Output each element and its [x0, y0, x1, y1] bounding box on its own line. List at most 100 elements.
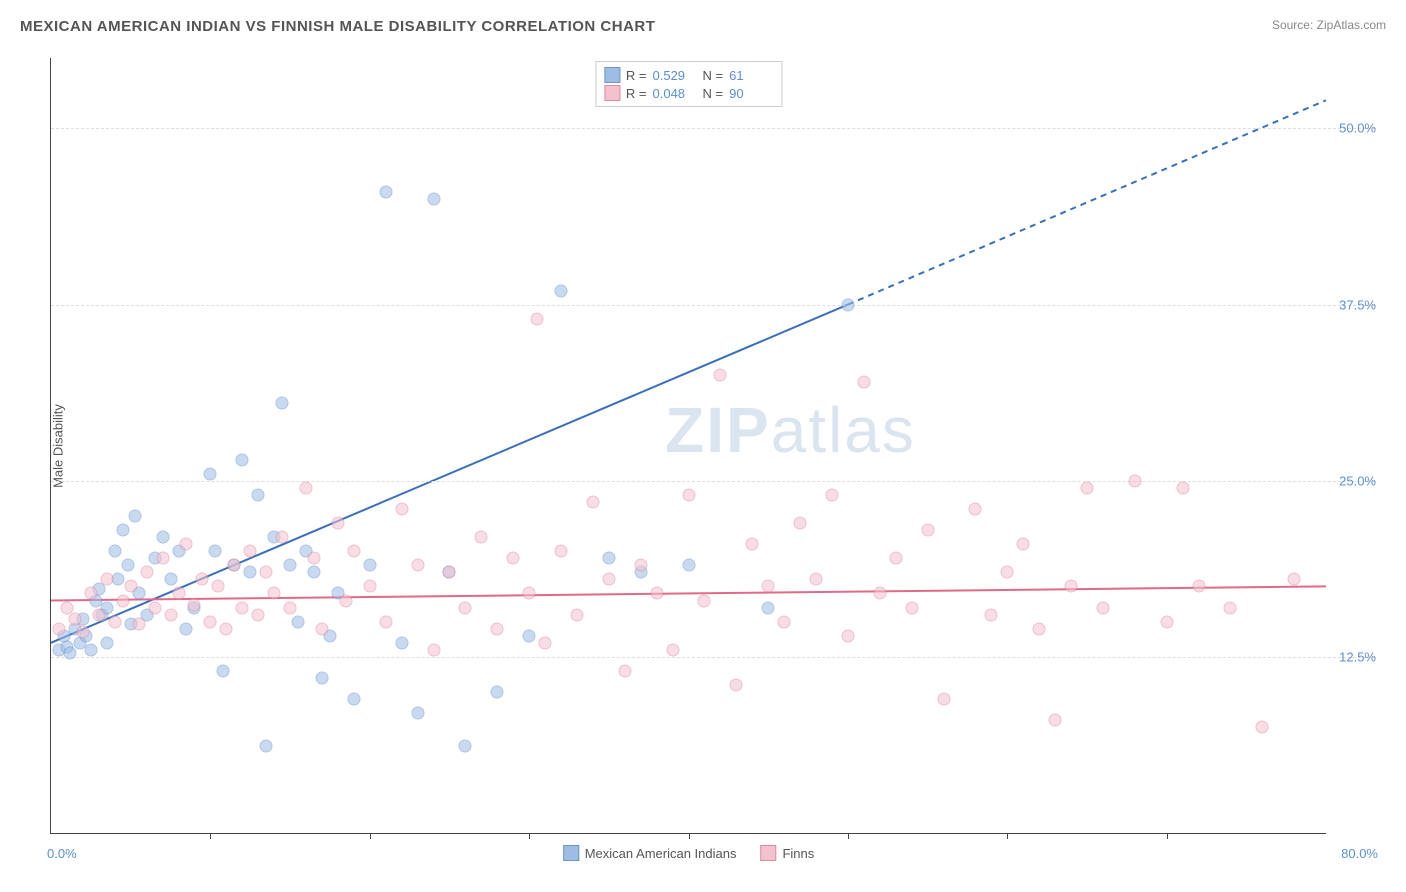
scatter-point — [443, 566, 456, 579]
scatter-point — [937, 693, 950, 706]
scatter-point — [1065, 580, 1078, 593]
y-tick-label: 50.0% — [1328, 121, 1376, 136]
scatter-point — [650, 587, 663, 600]
x-tick — [370, 833, 371, 839]
scatter-point — [857, 376, 870, 389]
scatter-point — [196, 573, 209, 586]
legend-r-label: R = — [626, 86, 647, 101]
scatter-point — [268, 587, 281, 600]
scatter-point — [841, 629, 854, 642]
x-axis-min-label: 0.0% — [47, 846, 77, 861]
x-tick — [689, 833, 690, 839]
scatter-point — [475, 531, 488, 544]
scatter-point — [307, 552, 320, 565]
x-tick — [1167, 833, 1168, 839]
scatter-point — [1001, 566, 1014, 579]
scatter-point — [148, 601, 161, 614]
scatter-point — [714, 369, 727, 382]
scatter-point — [124, 580, 137, 593]
y-tick-label: 25.0% — [1328, 473, 1376, 488]
scatter-point — [116, 524, 129, 537]
scatter-point — [539, 636, 552, 649]
scatter-point — [1096, 601, 1109, 614]
scatter-point — [292, 615, 305, 628]
scatter-point — [1256, 721, 1269, 734]
scatter-point — [395, 502, 408, 515]
scatter-point — [634, 559, 647, 572]
scatter-point — [236, 453, 249, 466]
scatter-point — [507, 552, 520, 565]
scatter-point — [873, 587, 886, 600]
scatter-point — [188, 598, 201, 611]
scatter-point — [339, 594, 352, 607]
scatter-point — [180, 622, 193, 635]
scatter-point — [523, 587, 536, 600]
legend-r-label: R = — [626, 68, 647, 83]
legend-series: Mexican American Indians Finns — [563, 845, 815, 861]
scatter-point — [307, 566, 320, 579]
y-tick-label: 37.5% — [1328, 297, 1376, 312]
scatter-point — [411, 707, 424, 720]
legend-series-item: Mexican American Indians — [563, 845, 737, 861]
scatter-point — [132, 618, 145, 631]
scatter-point — [156, 531, 169, 544]
scatter-point — [284, 559, 297, 572]
scatter-point — [111, 573, 124, 586]
scatter-point — [116, 594, 129, 607]
scatter-point — [586, 495, 599, 508]
legend-swatch — [604, 85, 620, 101]
gridline-h — [51, 305, 1376, 306]
scatter-point — [164, 573, 177, 586]
legend-series-label: Mexican American Indians — [585, 846, 737, 861]
scatter-point — [427, 643, 440, 656]
scatter-point — [555, 545, 568, 558]
scatter-point — [52, 622, 65, 635]
scatter-point — [156, 552, 169, 565]
legend-series-item: Finns — [760, 845, 814, 861]
scatter-point — [618, 664, 631, 677]
scatter-point — [100, 573, 113, 586]
scatter-point — [1192, 580, 1205, 593]
scatter-point — [100, 636, 113, 649]
scatter-point — [746, 538, 759, 551]
watermark-light: atlas — [771, 394, 916, 466]
scatter-point — [244, 566, 257, 579]
scatter-point — [666, 643, 679, 656]
scatter-point — [129, 509, 142, 522]
scatter-point — [363, 580, 376, 593]
legend-swatch — [604, 67, 620, 83]
scatter-point — [217, 664, 230, 677]
scatter-point — [244, 545, 257, 558]
scatter-point — [315, 672, 328, 685]
scatter-point — [108, 615, 121, 628]
scatter-point — [379, 615, 392, 628]
scatter-point — [730, 679, 743, 692]
scatter-point — [969, 502, 982, 515]
legend-stats-row: R =0.048N =90 — [604, 84, 773, 102]
scatter-point — [276, 531, 289, 544]
scatter-point — [921, 524, 934, 537]
scatter-point — [395, 636, 408, 649]
scatter-point — [841, 298, 854, 311]
x-tick — [848, 833, 849, 839]
legend-n-value: 90 — [729, 86, 773, 101]
scatter-point — [252, 488, 265, 501]
scatter-point — [698, 594, 711, 607]
scatter-point — [570, 608, 583, 621]
scatter-point — [889, 552, 902, 565]
scatter-point — [204, 467, 217, 480]
scatter-point — [985, 608, 998, 621]
x-axis-max-label: 80.0% — [1341, 846, 1378, 861]
scatter-point — [212, 580, 225, 593]
scatter-point — [825, 488, 838, 501]
scatter-point — [1128, 474, 1141, 487]
scatter-point — [682, 488, 695, 501]
scatter-point — [1224, 601, 1237, 614]
scatter-point — [602, 573, 615, 586]
plot-region: ZIPatlas 0.0% 80.0% R =0.529N =61R =0.04… — [50, 58, 1326, 834]
legend-series-label: Finns — [782, 846, 814, 861]
scatter-point — [459, 739, 472, 752]
legend-n-label: N = — [703, 68, 724, 83]
scatter-point — [204, 615, 217, 628]
scatter-point — [347, 693, 360, 706]
